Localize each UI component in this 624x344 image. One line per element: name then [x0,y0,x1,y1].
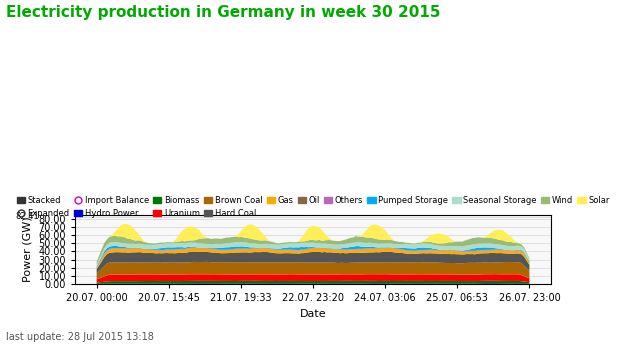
X-axis label: Date: Date [300,309,326,319]
Y-axis label: Power (GW): Power (GW) [23,217,33,282]
Text: Electricity production in Germany in week 30 2015: Electricity production in Germany in wee… [6,5,441,20]
Text: last update: 28 Jul 2015 13:18: last update: 28 Jul 2015 13:18 [6,332,154,342]
Legend: Stacked, Expanded, Import Balance, Hydro Power, Biomass, Uranium, Brown Coal, Ha: Stacked, Expanded, Import Balance, Hydro… [13,193,613,221]
Text: 82.41: 82.41 [16,212,39,221]
